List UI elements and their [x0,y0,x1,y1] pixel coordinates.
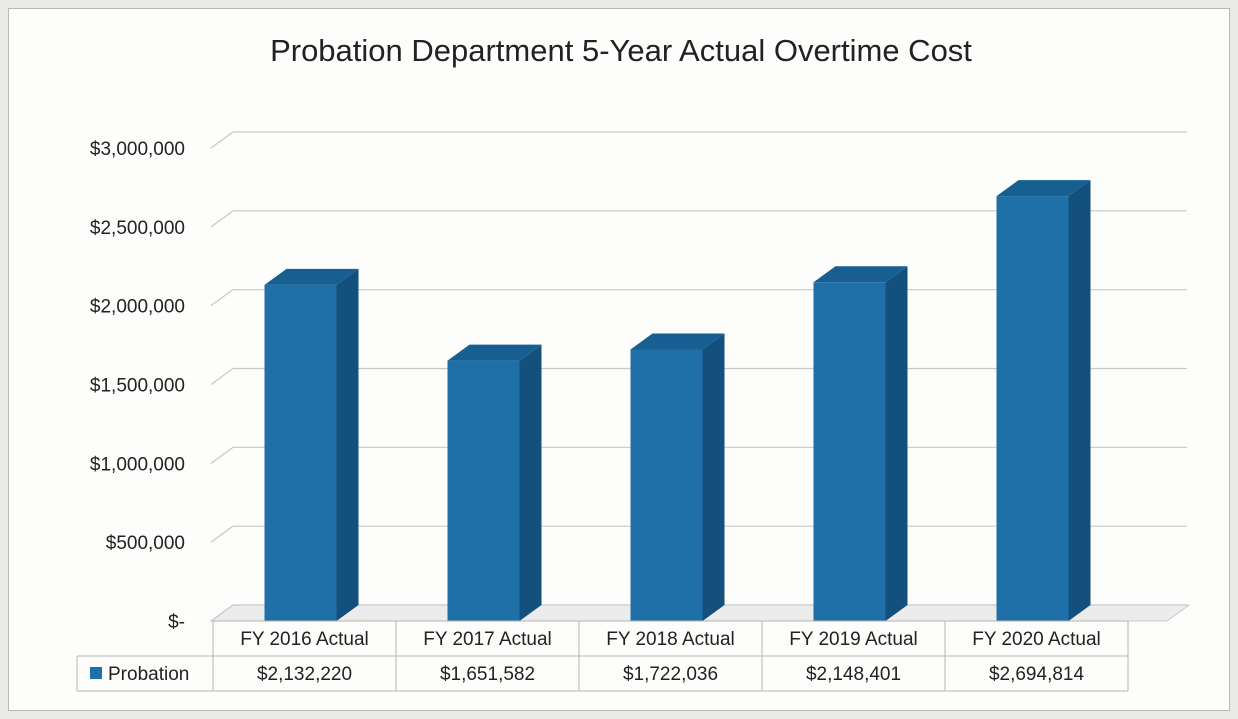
data-label: $1,722,036 [623,664,718,685]
gridline-depth [210,604,234,622]
data-label: $2,148,401 [806,664,901,685]
bar-group [813,266,908,621]
data-label: $1,651,582 [440,664,535,685]
x-category-label: FY 2020 Actual [972,629,1101,650]
bar [996,196,1069,621]
y-tick-label: $1,500,000 [90,376,185,397]
gridline-depth [210,446,234,464]
bar-group [630,333,725,621]
bar-side [519,344,542,621]
chart-area: Probation Department 5-Year Actual Overt… [8,8,1230,711]
bar-top [264,268,359,285]
y-tick-label: $1,000,000 [90,454,185,475]
bar [264,284,337,621]
bar-side [1068,180,1091,621]
bar [447,360,520,621]
bar-group [996,180,1091,621]
bar-top [996,180,1091,197]
bar-side [885,266,908,621]
bar-top [813,266,908,283]
y-tick-label: $500,000 [106,533,185,554]
legend-swatch [90,667,102,679]
bar-side [336,268,359,621]
x-category-label: FY 2016 Actual [240,629,369,650]
x-category-label: FY 2019 Actual [789,629,918,650]
y-tick-label: $3,000,000 [90,139,185,160]
chart-title: Probation Department 5-Year Actual Overt… [270,33,972,68]
bar-group [264,268,359,621]
x-category-label: FY 2018 Actual [606,629,735,650]
data-label: $2,694,814 [989,664,1085,685]
bar-group [447,344,542,621]
y-tick-label: $2,500,000 [90,218,185,239]
bar-top [630,333,725,350]
bar-side [702,333,725,621]
bar [813,282,886,621]
bar-chart: Probation Department 5-Year Actual Overt… [76,33,1191,692]
gridline-depth [210,289,234,307]
y-tick-label: $- [168,612,185,633]
gridline-depth [210,525,234,543]
bar [630,349,703,621]
bar-top [447,344,542,361]
data-label: $2,132,220 [257,664,352,685]
gridline-depth [210,368,234,385]
y-tick-label: $2,000,000 [90,297,185,318]
x-category-label: FY 2017 Actual [423,629,552,650]
legend-label: Probation [108,664,189,685]
gridline-depth [210,210,234,228]
gridline-depth [210,131,234,149]
